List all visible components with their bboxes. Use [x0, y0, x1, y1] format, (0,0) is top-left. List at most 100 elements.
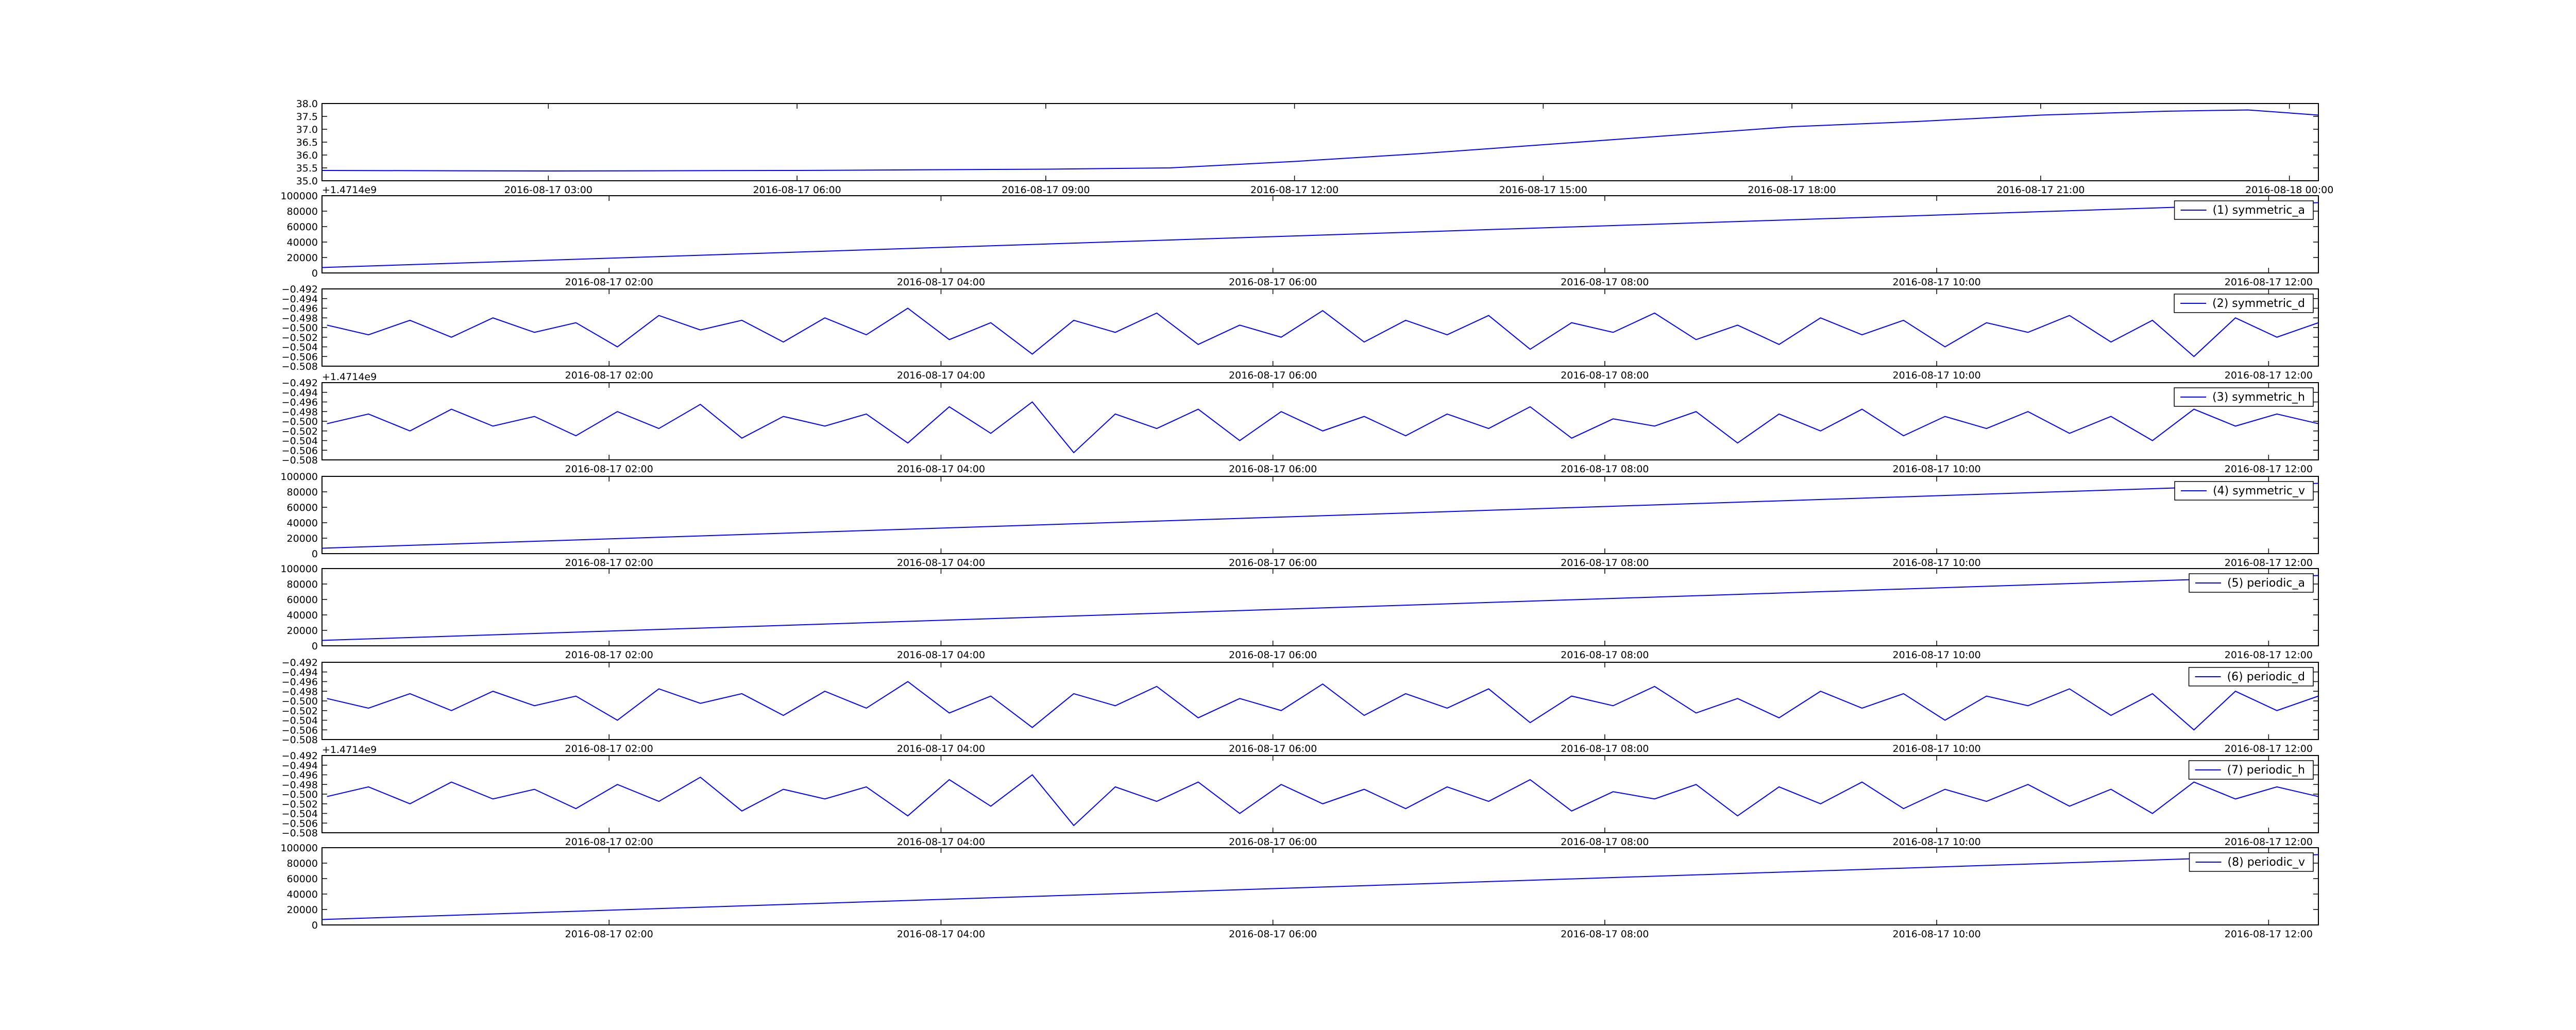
y-tick-label: −0.494	[282, 294, 318, 305]
x-tick-label: 2016-08-17 02:00	[565, 557, 653, 569]
y-tick-label: 35.0	[296, 176, 318, 187]
y-tick-label: 38.0	[296, 98, 318, 110]
x-tick-label: 2016-08-17 08:00	[1561, 649, 1649, 661]
x-tick-label: 2016-08-17 08:00	[1561, 370, 1649, 381]
y-tick-label: 80000	[287, 579, 318, 590]
y-tick-label: −0.506	[282, 445, 318, 456]
x-tick-label: 2016-08-17 04:00	[897, 464, 985, 475]
axes-frame	[321, 755, 2319, 833]
x-tick-label: 2016-08-17 10:00	[1893, 929, 1981, 940]
data-line	[327, 774, 2319, 827]
y-tick-label: −0.502	[282, 706, 318, 717]
plot-area	[322, 289, 2318, 366]
x-tick-label: 2016-08-17 06:00	[1229, 277, 1317, 288]
x-tick-label: 2016-08-17 08:00	[1561, 743, 1649, 754]
plot-area	[322, 104, 2318, 181]
y-tick-label: −0.492	[282, 284, 318, 295]
y-tick-label: −0.508	[282, 828, 318, 839]
plot-area	[322, 383, 2318, 460]
x-tick-label: 2016-08-17 18:00	[1748, 184, 1836, 196]
data-line	[321, 854, 2319, 920]
y-tick-label: −0.504	[282, 715, 318, 727]
offset-text: +1.4714e9	[322, 744, 377, 756]
axes-frame	[321, 476, 2319, 554]
axes-frame	[321, 382, 2319, 460]
legend-label: (7) periodic_h	[2227, 764, 2305, 777]
offset-text: +1.4714e9	[322, 184, 377, 196]
plot-area	[322, 569, 2318, 646]
y-tick-label: −0.502	[282, 799, 318, 810]
x-tick-label: 2016-08-17 08:00	[1561, 277, 1649, 288]
data-line	[321, 575, 2319, 641]
x-tick-label: 2016-08-17 04:00	[897, 277, 985, 288]
y-tick-label: −0.506	[282, 818, 318, 829]
data-line	[327, 307, 2319, 357]
x-tick-label: 2016-08-17 10:00	[1893, 557, 1981, 569]
legend-box	[2174, 481, 2314, 501]
y-tick-label: 60000	[287, 594, 318, 606]
x-tick-label: 2016-08-17 02:00	[565, 836, 653, 848]
x-tick-label: 2016-08-17 02:00	[565, 370, 653, 381]
x-tick-label: 2016-08-17 08:00	[1561, 836, 1649, 848]
x-tick-label: 2016-08-17 06:00	[1229, 370, 1317, 381]
legend-label: (8) periodic_v	[2228, 856, 2305, 869]
legend-label: (6) periodic_d	[2227, 671, 2305, 683]
x-tick-label: 2016-08-17 02:00	[565, 929, 653, 940]
x-tick-label: 2016-08-17 06:00	[1229, 557, 1317, 569]
x-tick-label: 2016-08-17 04:00	[897, 649, 985, 661]
y-tick-label: 60000	[287, 502, 318, 513]
y-tick-label: −0.496	[282, 770, 318, 781]
y-tick-label: −0.508	[282, 455, 318, 466]
x-tick-label: 2016-08-17 10:00	[1893, 743, 1981, 754]
y-tick-label: −0.506	[282, 725, 318, 736]
y-tick-label: 80000	[287, 858, 318, 869]
y-tick-label: 20000	[287, 252, 318, 264]
y-tick-label: −0.502	[282, 332, 318, 344]
x-tick-label: 2016-08-17 04:00	[897, 836, 985, 848]
y-tick-label: 20000	[287, 904, 318, 916]
x-tick-label: 2016-08-17 02:00	[565, 743, 653, 754]
y-tick-label: 100000	[280, 471, 318, 483]
x-tick-label: 2016-08-17 06:00	[1229, 929, 1317, 940]
y-tick-label: −0.492	[282, 377, 318, 389]
y-tick-label: 37.5	[296, 111, 318, 123]
y-tick-label: −0.500	[282, 416, 318, 427]
x-tick-label: 2016-08-17 08:00	[1561, 557, 1649, 569]
y-tick-label: 60000	[287, 221, 318, 233]
plot-area	[322, 476, 2318, 554]
y-tick-label: −0.494	[282, 760, 318, 771]
x-tick-label: 2016-08-17 08:00	[1561, 464, 1649, 475]
y-tick-label: 35.5	[296, 163, 318, 174]
x-tick-label: 2016-08-17 06:00	[753, 184, 841, 196]
axes-frame	[321, 288, 2319, 367]
y-tick-label: −0.504	[282, 342, 318, 353]
y-tick-label: −0.498	[282, 406, 318, 418]
axes-frame	[321, 662, 2319, 740]
data-line	[321, 109, 2319, 172]
legend-label: (3) symmetric_h	[2212, 391, 2305, 404]
y-tick-label: −0.506	[282, 351, 318, 363]
y-tick-label: −0.496	[282, 303, 318, 315]
x-tick-label: 2016-08-17 02:00	[565, 649, 653, 661]
y-tick-label: −0.508	[282, 734, 318, 746]
y-tick-label: 80000	[287, 206, 318, 217]
data-line	[327, 401, 2319, 454]
y-tick-label: 36.5	[296, 137, 318, 148]
y-tick-label: 40000	[287, 610, 318, 621]
y-tick-label: 80000	[287, 487, 318, 498]
legend-label: (4) symmetric_v	[2213, 485, 2305, 497]
y-tick-label: −0.508	[282, 361, 318, 372]
y-tick-label: −0.496	[282, 397, 318, 408]
y-tick-label: 0	[312, 548, 318, 560]
x-tick-label: 2016-08-17 10:00	[1893, 649, 1981, 661]
y-tick-label: −0.504	[282, 809, 318, 820]
x-tick-label: 2016-08-17 12:00	[2225, 557, 2313, 569]
y-tick-label: −0.504	[282, 436, 318, 447]
axes-frame	[321, 103, 2319, 181]
y-tick-label: 40000	[287, 518, 318, 529]
x-tick-label: 2016-08-17 10:00	[1893, 464, 1981, 475]
x-tick-label: 2016-08-17 04:00	[897, 557, 985, 569]
y-tick-label: 0	[312, 268, 318, 279]
x-tick-label: 2016-08-17 02:00	[565, 464, 653, 475]
x-tick-label: 2016-08-17 10:00	[1893, 836, 1981, 848]
